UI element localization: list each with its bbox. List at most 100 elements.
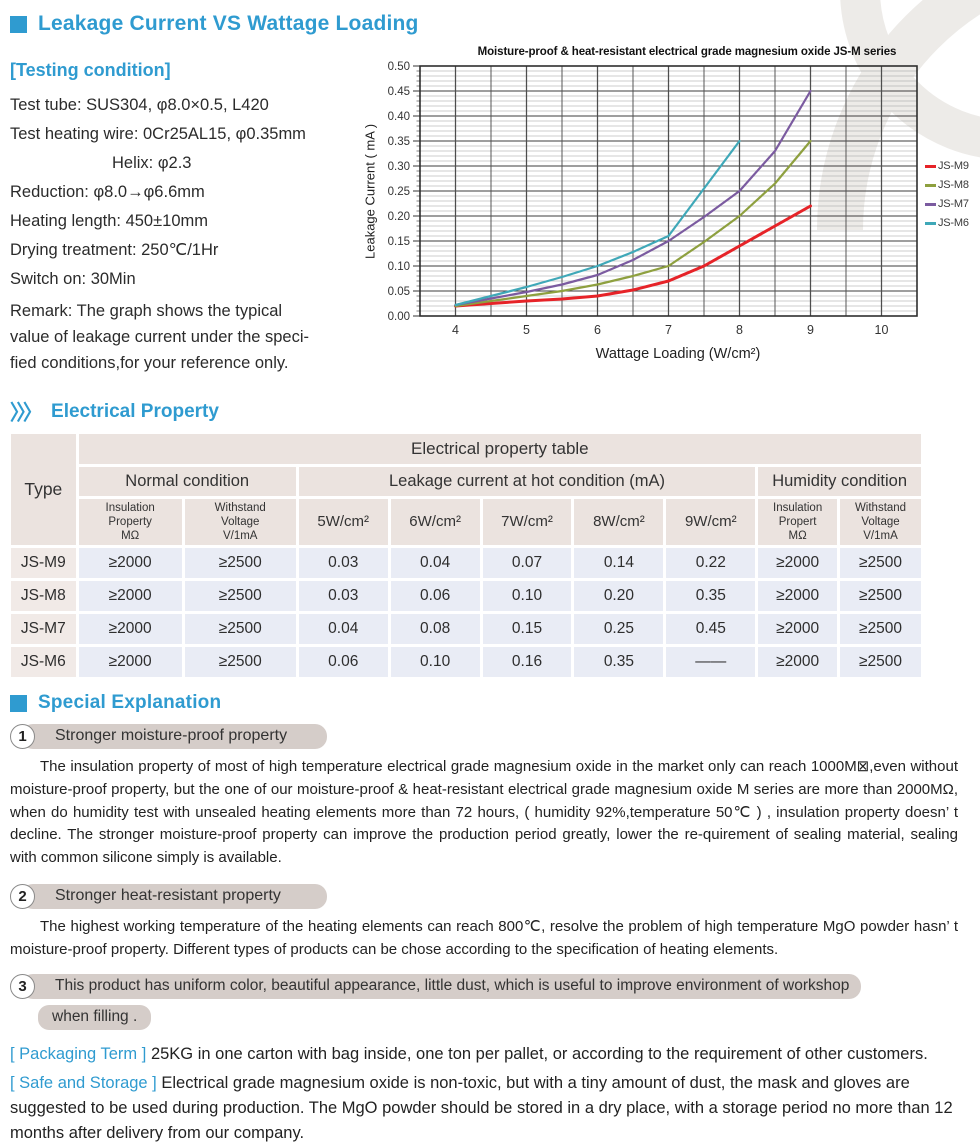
table-cell: 0.20 [574, 581, 664, 611]
table-cell: 0.45 [666, 614, 756, 644]
series-js-m6 [454, 139, 741, 307]
group-normal-condition: Normal condition [78, 467, 296, 496]
condition-line: Helix: φ2.3 [112, 154, 192, 172]
remark: Remark: The graph shows the typical valu… [10, 298, 370, 376]
svg-text:0.05: 0.05 [388, 286, 410, 298]
series-js-m8 [454, 139, 812, 308]
svg-text:0.25: 0.25 [388, 186, 410, 198]
testing-conditions: [Testing condition] Test tube: SUS304, φ… [10, 60, 370, 376]
legend-label: JS-M9 [938, 160, 969, 172]
type-cell: JS-M7 [11, 614, 76, 644]
svg-text:0.50: 0.50 [388, 61, 410, 73]
subheader: 8W/cm² [574, 499, 664, 545]
table-title: Electrical property table [78, 434, 921, 464]
table-cell: 0.04 [298, 614, 388, 644]
table-cell: 0.22 [666, 548, 756, 578]
subheader: 7W/cm² [482, 499, 572, 545]
svg-text:4: 4 [452, 323, 459, 337]
table-row: JS-M8 ≥2000 ≥2500 0.03 0.06 0.10 0.20 0.… [11, 581, 921, 611]
legend-dash-icon [925, 164, 936, 168]
electrical-property-title: Electrical Property [51, 400, 219, 422]
table-cell: ≥2500 [184, 614, 296, 644]
table-cell: 0.03 [298, 581, 388, 611]
svg-text:5: 5 [523, 323, 530, 337]
condition-line: Test heating wire: 0Cr25AL15, φ0.35mm [10, 125, 306, 143]
special-item-2-body: The highest working temperature of the h… [10, 917, 958, 958]
table-cell: ≥2000 [78, 647, 182, 677]
chart-body: Leakage Current ( mA ) 4 5 6 7 8 9 10 0.00 0.05 0… [360, 60, 980, 343]
packaging-term-label: [ Packaging Term ] [10, 1044, 151, 1063]
table-cell: 0.10 [482, 581, 572, 611]
safe-storage-label: [ Safe and Storage ] [10, 1073, 162, 1092]
table-cell: ≥2000 [758, 548, 838, 578]
chart-plot-area: 4 5 6 7 8 9 10 0.00 0.05 0.10 0.15 0.20 0.25 0.30 0.35… [380, 60, 925, 343]
legend-label: JS-M6 [938, 217, 969, 229]
table-cell: ≥2500 [184, 581, 296, 611]
leakage-chart: Moisture-proof & heat-resistant electric… [360, 36, 980, 362]
special-item-2-heading: 2 Stronger heat-resistant property [10, 883, 970, 909]
type-cell: JS-M9 [11, 548, 76, 578]
condition-line: Reduction: φ8.0→φ6.6mm [10, 183, 205, 201]
table-cell: ≥2500 [184, 647, 296, 677]
chevrons-icon: 〉〉〉 [10, 402, 42, 426]
type-cell: JS-M8 [11, 581, 76, 611]
table-cell: ≥2500 [840, 647, 921, 677]
condition-line: Drying treatment: 250℃/1Hr [10, 241, 219, 259]
svg-text:0.20: 0.20 [388, 211, 410, 223]
special-item-1-body: The insulation property of most of high … [10, 758, 958, 867]
svg-text:7: 7 [665, 323, 672, 337]
remark-line: Remark: The graph shows the typical [10, 302, 283, 320]
series-js-m9 [454, 204, 812, 308]
item-number-badge: 3 [10, 973, 35, 999]
table-cell: 0.35 [574, 647, 664, 677]
legend-item-js-m7: JS-M7 [925, 198, 980, 210]
svg-text:0.00: 0.00 [388, 311, 410, 323]
subheader: Withstand Voltage V/1mA [184, 499, 296, 545]
table-cell: 0.16 [482, 647, 572, 677]
group-humidity-condition: Humidity condition [758, 467, 921, 496]
special-explanation-title: Special Explanation [38, 692, 222, 713]
x-axis-label: Wattage Loading (W/cm²) [595, 346, 761, 362]
table-cell: 0.25 [574, 614, 664, 644]
item-number-badge: 2 [10, 883, 35, 909]
item-number-badge: 1 [10, 724, 35, 749]
table-type-header: Type [11, 434, 76, 545]
blue-square-icon [10, 15, 27, 33]
electrical-property-table: Type Electrical property table Normal co… [8, 431, 924, 680]
legend-dash-icon [925, 202, 936, 206]
y-axis-label: Leakage Current ( mA ) [362, 123, 378, 259]
subheader: 6W/cm² [390, 499, 480, 545]
table-cell: ≥2000 [758, 614, 838, 644]
svg-text:0.40: 0.40 [388, 111, 410, 123]
svg-text:10: 10 [875, 323, 889, 337]
item-text-pill: This product has uniform color, beautifu… [21, 973, 862, 999]
table-cell: ≥2500 [840, 581, 921, 611]
legend-dash-icon [925, 183, 936, 187]
table-cell: 0.04 [390, 548, 480, 578]
legend-item-js-m6: JS-M6 [925, 217, 980, 229]
leakage-chart-svg: 4 5 6 7 8 9 10 0.00 0.05 0.10 0.15 0.20 0.25 0.30 0.35… [388, 61, 918, 337]
safe-storage-paragraph: [ Safe and Storage ] Electrical grade ma… [10, 1071, 962, 1146]
page-header: Leakage Current VS Wattage Loading [10, 12, 970, 36]
svg-text:0.45: 0.45 [388, 86, 410, 98]
table-cell: 0.06 [298, 647, 388, 677]
item-text-pill: when filling . [38, 1004, 152, 1030]
subheader: Insulation Property MΩ [78, 499, 182, 545]
item-title-pill: Stronger heat-resistant property [21, 883, 327, 909]
table-row: JS-M7 ≥2000 ≥2500 0.04 0.08 0.15 0.25 0.… [11, 614, 921, 644]
remark-line: fied conditions,for your reference only. [10, 354, 289, 372]
group-leakage-current: Leakage current at hot condition (mA) [298, 467, 756, 496]
chart-title: Moisture-proof & heat-resistant electric… [477, 46, 897, 58]
condition-line: Test tube: SUS304, φ8.0×0.5, L420 [10, 96, 269, 114]
svg-text:0.10: 0.10 [388, 261, 410, 273]
svg-text:6: 6 [594, 323, 601, 337]
type-cell: JS-M6 [11, 647, 76, 677]
table-cell: —— [666, 647, 756, 677]
subheader: Insulation Propert MΩ [758, 499, 838, 545]
legend-dash-icon [925, 221, 936, 225]
condition-line: Heating length: 450±10mm [10, 212, 209, 230]
subheader: 5W/cm² [298, 499, 388, 545]
remark-line: value of leakage current under the speci… [10, 328, 310, 346]
packaging-term-paragraph: [ Packaging Term ] 25KG in one carton wi… [10, 1042, 962, 1067]
